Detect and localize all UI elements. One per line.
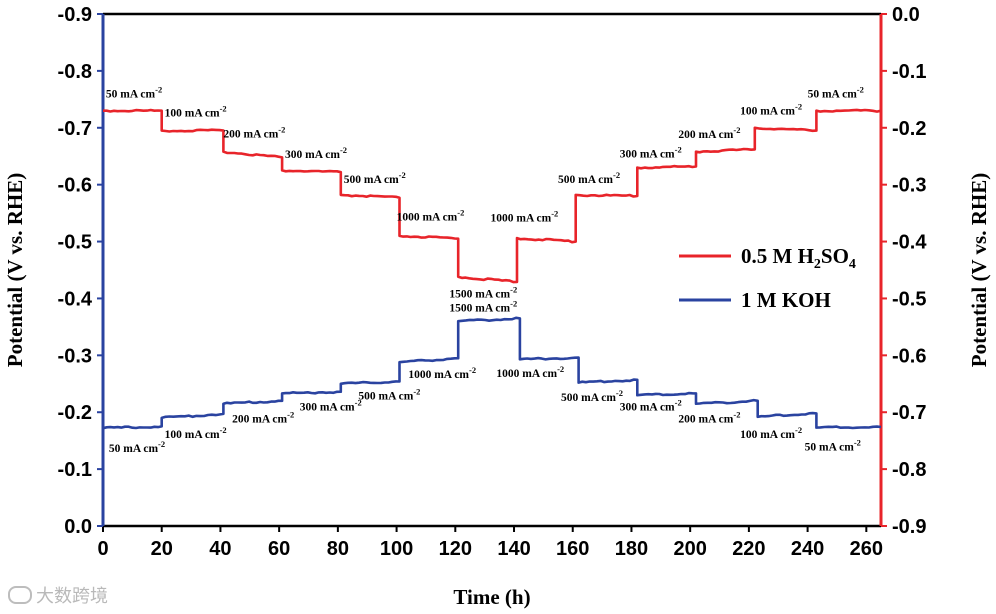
right-y-tick-label: -0.4 — [892, 232, 927, 254]
step-annotation: 300 mA cm-2 — [300, 398, 362, 414]
left-y-axis-title: Potential (V vs. RHE) — [3, 173, 27, 367]
step-annotation: 50 mA cm-2 — [109, 439, 165, 455]
step-annotation: 300 mA cm-2 — [285, 145, 347, 161]
x-tick-label: 180 — [615, 538, 648, 560]
x-tick-label: 140 — [497, 538, 530, 560]
step-annotation: 1000 mA cm-2 — [496, 364, 564, 380]
left-y-tick-label: -0.7 — [58, 118, 92, 140]
x-tick-label: 240 — [791, 538, 824, 560]
step-annotation: 50 mA cm-2 — [808, 85, 864, 101]
left-y-tick-label: -0.1 — [58, 459, 92, 481]
x-tick-label: 80 — [327, 538, 349, 560]
left-y-tick-label: 0.0 — [64, 516, 92, 538]
x-tick-label: 120 — [439, 538, 472, 560]
x-tick-label: 100 — [380, 538, 413, 560]
step-annotation: 1500 mA cm-2 — [449, 284, 517, 300]
x-tick-label: 60 — [268, 538, 290, 560]
step-annotation: 100 mA cm-2 — [740, 102, 802, 118]
x-tick-label: 260 — [850, 538, 883, 560]
legend-label-h2so4: 0.5 M H2SO4 — [741, 244, 856, 272]
step-annotation: 200 mA cm-2 — [232, 409, 294, 425]
right-y-tick-label: -0.5 — [892, 288, 926, 310]
left-y-tick-label: -0.4 — [58, 288, 93, 310]
x-tick-label: 20 — [151, 538, 173, 560]
step-annotation: 100 mA cm-2 — [165, 103, 227, 119]
series-line-h2so4 — [103, 108, 882, 284]
step-annotation: 200 mA cm-2 — [678, 409, 740, 425]
series-line-koh — [102, 316, 882, 430]
watermark-text: 大数跨境 — [36, 586, 108, 607]
x-axis-title: Time (h) — [453, 585, 530, 609]
right-y-tick-label: -0.9 — [892, 516, 926, 538]
step-annotation: 50 mA cm-2 — [106, 85, 162, 101]
right-y-tick-label: -0.6 — [892, 345, 926, 367]
right-y-tick-label: -0.2 — [892, 118, 926, 140]
step-annotation: 500 mA cm-2 — [561, 388, 623, 404]
left-y-tick-label: -0.3 — [58, 345, 92, 367]
left-y-tick-label: -0.9 — [58, 4, 92, 26]
right-y-axis-title: Potential (V vs. RHE) — [967, 173, 991, 367]
step-annotation: 500 mA cm-2 — [358, 387, 420, 403]
watermark: 大数跨境 — [8, 582, 108, 608]
step-annotation: 500 mA cm-2 — [344, 170, 406, 186]
left-y-tick-label: -0.2 — [58, 402, 92, 424]
step-annotation: 200 mA cm-2 — [223, 124, 285, 140]
right-y-tick-label: -0.8 — [892, 459, 926, 481]
right-y-tick-label: 0.0 — [892, 4, 920, 26]
step-annotation: 1000 mA cm-2 — [408, 365, 476, 381]
step-annotation: 500 mA cm-2 — [558, 170, 620, 186]
step-annotation: 100 mA cm-2 — [165, 425, 227, 441]
x-tick-label: 200 — [673, 538, 706, 560]
legend-label-koh: 1 M KOH — [741, 288, 831, 312]
step-annotation: 50 mA cm-2 — [805, 437, 861, 453]
step-annotation: 1500 mA cm-2 — [449, 299, 517, 315]
x-tick-label: 160 — [556, 538, 589, 560]
right-y-tick-label: -0.7 — [892, 402, 926, 424]
x-tick-label: 40 — [209, 538, 231, 560]
step-annotation: 1000 mA cm-2 — [397, 208, 465, 224]
left-y-tick-label: -0.5 — [58, 232, 92, 254]
step-annotation: 300 mA cm-2 — [620, 144, 682, 160]
x-tick-label: 0 — [97, 538, 108, 560]
step-annotation: 1000 mA cm-2 — [491, 209, 559, 225]
left-y-tick-label: -0.6 — [58, 175, 92, 197]
right-y-tick-label: -0.1 — [892, 61, 926, 83]
right-y-tick-label: -0.3 — [892, 175, 926, 197]
step-annotation: 100 mA cm-2 — [740, 425, 802, 441]
x-tick-label: 220 — [732, 538, 765, 560]
left-y-tick-label: -0.8 — [58, 61, 92, 83]
step-annotation: 200 mA cm-2 — [678, 125, 740, 141]
step-annotation: 300 mA cm-2 — [620, 398, 682, 414]
watermark-logo-icon — [8, 586, 32, 604]
